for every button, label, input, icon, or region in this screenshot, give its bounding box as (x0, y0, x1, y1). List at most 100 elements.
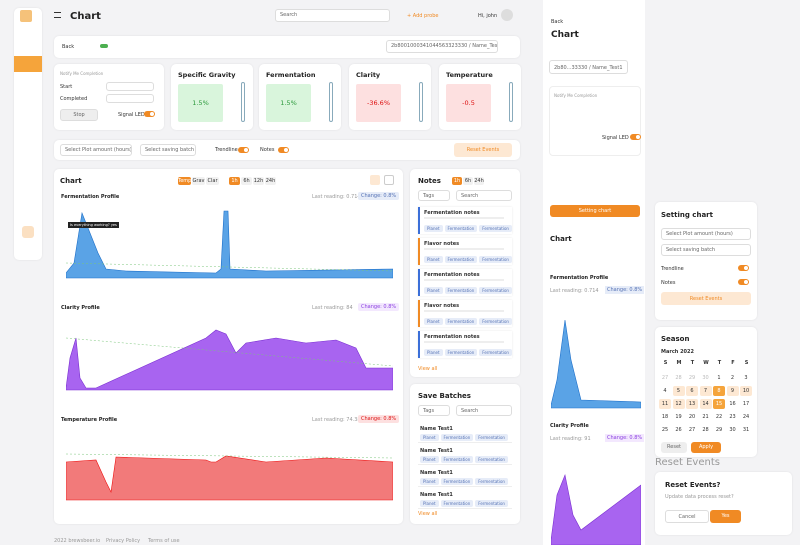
note-item[interactable]: Flavor notes Planet Fermentation Fermentati… (418, 300, 512, 327)
batch-select[interactable]: Select saving batch (661, 244, 751, 256)
reset-button[interactable]: Reset Events (661, 292, 751, 305)
toggle[interactable] (144, 111, 155, 117)
yes-button[interactable]: Yes (710, 510, 741, 523)
day[interactable]: 30 (702, 375, 709, 381)
day[interactable]: 24 (742, 414, 750, 420)
day[interactable]: 21 (702, 414, 709, 420)
user[interactable]: Hi, john (478, 13, 498, 19)
toggle[interactable] (278, 147, 289, 153)
note-item[interactable]: Flavor notes Planet Fermentation Fermentati… (418, 238, 512, 265)
day[interactable]: 13 (686, 399, 698, 409)
day[interactable]: 20 (688, 414, 696, 420)
device-select[interactable]: 2b8001000341044563323330 / Name_Test1 (386, 40, 498, 53)
day[interactable]: 6 (686, 386, 698, 396)
privacy[interactable]: Privacy Policy (106, 538, 141, 544)
day[interactable]: 31 (742, 427, 750, 433)
note-item[interactable]: Fermentation notes Planet Fermentation Ferm… (418, 331, 512, 358)
day[interactable]: 26 (675, 427, 682, 433)
plot-select[interactable]: Select Plot amount (hours) (661, 228, 751, 240)
last-reading: Last reading: 84 (312, 305, 353, 311)
day[interactable]: 27 (688, 427, 696, 433)
day[interactable]: 3 (744, 375, 748, 381)
apply-button[interactable]: Apply (691, 442, 721, 453)
day[interactable]: 18 (661, 414, 669, 420)
segment[interactable]: 24h (265, 177, 276, 185)
day[interactable]: 2 (730, 375, 735, 381)
segment[interactable]: Clar (206, 177, 219, 185)
segment[interactable]: 12h (253, 177, 264, 185)
segment[interactable]: 1h (229, 177, 240, 185)
batch-select[interactable]: Select saving batch (140, 144, 196, 156)
batch-item[interactable]: Name Test1 Planet Fermentation Fermentation (418, 490, 512, 509)
back[interactable]: Back (62, 44, 75, 50)
segment[interactable]: 6h (463, 177, 473, 185)
segment[interactable]: Grav (192, 177, 205, 185)
segment[interactable]: 1h (452, 177, 462, 185)
day[interactable]: 29 (715, 427, 723, 433)
notes-search[interactable]: Search (456, 190, 512, 201)
day[interactable]: 29 (688, 375, 696, 381)
day[interactable]: 7 (699, 386, 712, 396)
toggle[interactable] (238, 147, 249, 153)
modal-title: Setting chart (661, 211, 713, 219)
tags-select[interactable]: Tags (418, 190, 450, 201)
note-item[interactable]: Fermentation notes Planet Fermentation Ferm… (418, 207, 512, 234)
day[interactable]: 22 (715, 414, 723, 420)
day[interactable]: 23 (729, 414, 736, 420)
batch-item[interactable]: Name Test1 Planet Fermentation Fermentation (418, 424, 512, 443)
day[interactable]: 17 (742, 401, 750, 407)
tags-select[interactable]: Tags (418, 405, 450, 416)
icon-button[interactable] (370, 175, 380, 185)
batch-item[interactable]: Name Test1 Planet Fermentation Fermentation (418, 468, 512, 487)
weekday: T (717, 360, 722, 366)
device-select[interactable]: 2b80...33330 / Name_Test1 (549, 60, 628, 74)
segment[interactable]: Temp (178, 177, 192, 185)
icon-button[interactable] (384, 175, 394, 185)
day[interactable]: 8 (713, 386, 725, 396)
day[interactable]: 28 (702, 427, 709, 433)
plot-select[interactable]: Select Plot amount (hours) (60, 144, 132, 156)
add-probe[interactable]: + Add probe (407, 13, 439, 19)
day[interactable]: 9 (726, 386, 739, 396)
day[interactable]: 12 (672, 399, 685, 409)
completed-input[interactable] (106, 94, 154, 103)
day[interactable]: 28 (675, 375, 682, 381)
note-text (424, 310, 504, 312)
segment[interactable]: 24h (474, 177, 484, 185)
stop-button[interactable]: Stop (60, 109, 98, 121)
back[interactable]: Back (551, 19, 564, 25)
toggle[interactable] (738, 265, 749, 271)
view-all[interactable]: View all (418, 511, 438, 517)
avatar[interactable] (501, 9, 513, 21)
toggle[interactable] (630, 134, 641, 140)
batch-item[interactable]: Name Test1 Planet Fermentation Fermentation (418, 446, 512, 465)
search[interactable]: Search (275, 9, 390, 22)
toggle[interactable] (738, 279, 749, 285)
active-nav[interactable] (14, 56, 42, 72)
day[interactable]: 11 (659, 399, 671, 409)
day[interactable]: 4 (663, 388, 667, 394)
day[interactable]: 14 (699, 399, 712, 409)
day[interactable]: 10 (740, 386, 752, 396)
day[interactable]: 15 (713, 399, 725, 409)
setting-button[interactable]: Setting chart (550, 205, 640, 217)
batches-search[interactable]: Search (456, 405, 512, 416)
segment[interactable]: 6h (241, 177, 252, 185)
view-all[interactable]: View all (418, 366, 438, 372)
day[interactable]: 27 (661, 375, 669, 381)
nav-icon[interactable] (22, 226, 34, 238)
day[interactable]: 5 (672, 386, 685, 396)
day[interactable]: 1 (717, 375, 721, 381)
day[interactable]: 25 (661, 427, 669, 433)
cancel-button[interactable]: Cancel (665, 510, 709, 523)
terms[interactable]: Terms of use (148, 538, 180, 544)
reset-button[interactable]: Reset Events (454, 143, 512, 157)
menu[interactable] (54, 12, 61, 18)
day[interactable]: 16 (729, 401, 736, 407)
chips: Planet Fermentation Fermentation (424, 287, 514, 294)
day[interactable]: 30 (729, 427, 736, 433)
note-item[interactable]: Fermentation notes Planet Fermentation Ferm… (418, 269, 512, 296)
start-input[interactable] (106, 82, 154, 91)
reset-button[interactable]: Reset (661, 442, 687, 453)
day[interactable]: 19 (675, 414, 682, 420)
